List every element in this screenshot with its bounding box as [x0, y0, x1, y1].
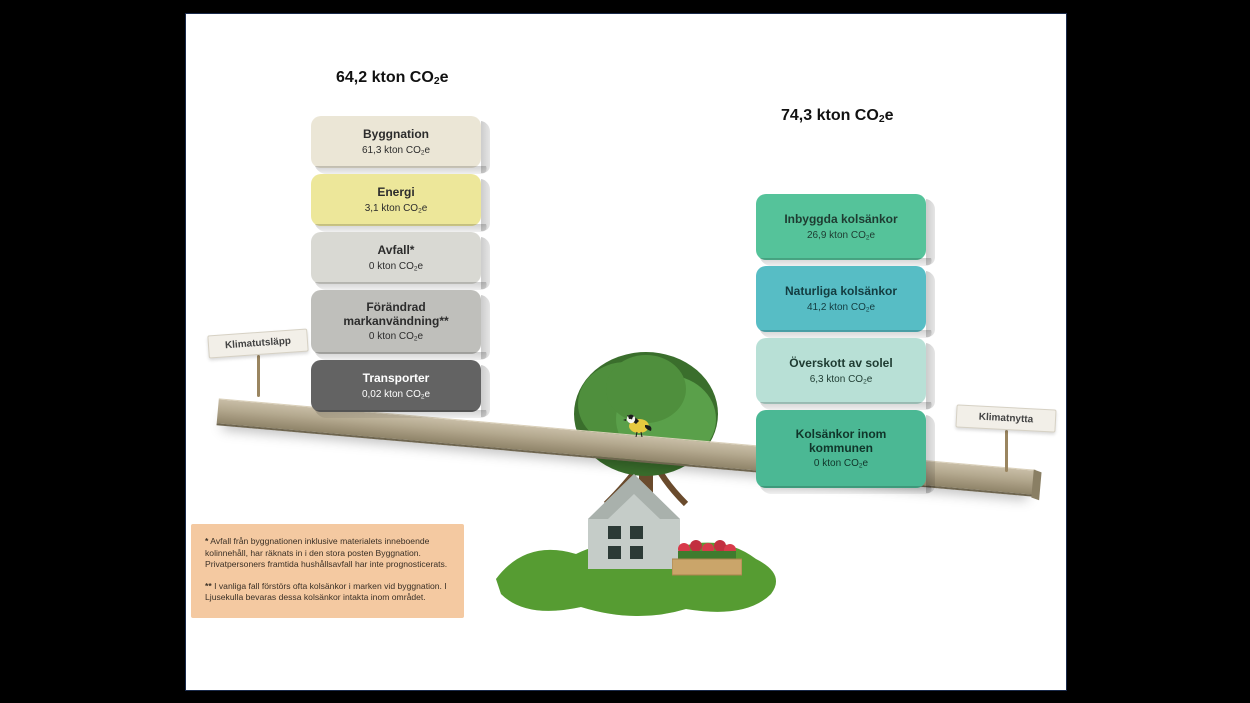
footnote-1: * Avfall från byggnationen inklusive mat…	[205, 536, 450, 571]
sign-right-label: Klimatnytta	[955, 404, 1056, 432]
brick: Transporter 0,02 kton CO2e	[311, 360, 481, 412]
brick: Förändrad markanvändning** 0 kton CO2e	[311, 290, 481, 354]
brick-title: Inbyggda kolsänkor	[784, 213, 897, 227]
brick-value: 0 kton CO2e	[369, 261, 423, 273]
brick: Kolsänkor inom kommunen 0 kton CO2e	[756, 410, 926, 488]
brick-title: Energi	[377, 186, 414, 200]
planter-icon	[672, 539, 742, 577]
brick-title: Byggnation	[363, 128, 429, 142]
brick-value: 61,3 kton CO2e	[362, 145, 430, 157]
brick-value: 0 kton CO2e	[814, 458, 868, 470]
left-total-text: 64,2 kton CO2e	[336, 69, 449, 86]
brick-value: 0 kton CO2e	[369, 331, 423, 343]
brick-value: 3,1 kton CO2e	[365, 203, 428, 215]
brick: Energi 3,1 kton CO2e	[311, 174, 481, 226]
brick-title: Avfall*	[378, 244, 415, 258]
sign-left-label: Klimatutsläpp	[207, 329, 308, 359]
brick-title: Naturliga kolsänkor	[785, 285, 897, 299]
brick-title: Transporter	[363, 372, 430, 386]
left-stack: Byggnation 61,3 kton CO2e Energi 3,1 kton C…	[311, 110, 481, 412]
brick: Byggnation 61,3 kton CO2e	[311, 116, 481, 168]
sign-right: Klimatnytta	[956, 407, 1056, 472]
sign-left: Klimatutsläpp	[208, 332, 308, 397]
brick-title: Överskott av solel	[789, 357, 892, 371]
right-stack: Inbyggda kolsänkor 26,9 kton CO2e Naturlig…	[756, 188, 926, 488]
brick-value: 41,2 kton CO2e	[807, 302, 875, 314]
brick-title: Förändrad markanvändning**	[321, 301, 471, 329]
brick-value: 0,02 kton CO2e	[362, 389, 430, 401]
left-total: 64,2 kton CO2e	[336, 69, 449, 87]
brick: Naturliga kolsänkor 41,2 kton CO2e	[756, 266, 926, 332]
brick-value: 26,9 kton CO2e	[807, 230, 875, 242]
brick: Överskott av solel 6,3 kton CO2e	[756, 338, 926, 404]
infographic-canvas: Klimatutsläpp Klimatnytta 64,2 kton CO2e…	[185, 13, 1067, 691]
right-total-text: 74,3 kton CO2e	[781, 107, 894, 124]
footnote-2: ** I vanliga fall förstörs ofta kolsänko…	[205, 581, 450, 604]
right-total: 74,3 kton CO2e	[781, 107, 894, 125]
brick: Avfall* 0 kton CO2e	[311, 232, 481, 284]
brick: Inbyggda kolsänkor 26,9 kton CO2e	[756, 194, 926, 260]
brick-value: 6,3 kton CO2e	[810, 374, 873, 386]
footnote-box: * Avfall från byggnationen inklusive mat…	[191, 524, 464, 618]
brick-title: Kolsänkor inom kommunen	[766, 428, 916, 456]
bird-icon	[623, 411, 653, 437]
